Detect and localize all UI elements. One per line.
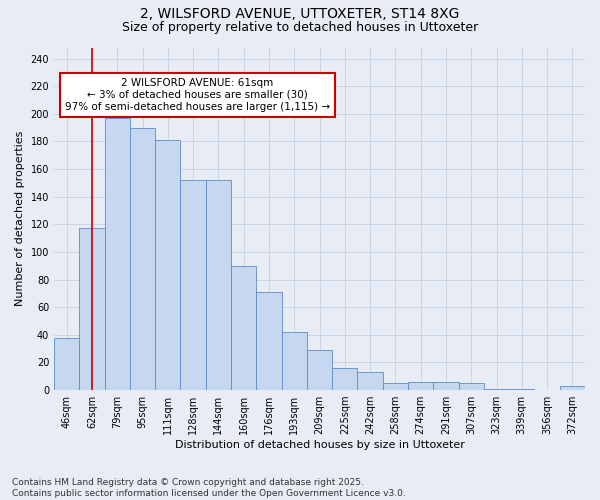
Y-axis label: Number of detached properties: Number of detached properties: [15, 131, 25, 306]
Bar: [358, 372, 383, 390]
Bar: [256, 292, 281, 390]
Text: Size of property relative to detached houses in Uttoxeter: Size of property relative to detached ho…: [122, 21, 478, 34]
Bar: [181, 180, 206, 390]
Bar: [560, 386, 585, 390]
Bar: [155, 140, 181, 390]
Bar: [484, 388, 509, 390]
Bar: [206, 180, 231, 390]
Bar: [383, 383, 408, 390]
Bar: [408, 382, 433, 390]
Bar: [104, 118, 130, 390]
Bar: [433, 382, 458, 390]
Bar: [54, 338, 79, 390]
X-axis label: Distribution of detached houses by size in Uttoxeter: Distribution of detached houses by size …: [175, 440, 464, 450]
Text: Contains HM Land Registry data © Crown copyright and database right 2025.
Contai: Contains HM Land Registry data © Crown c…: [12, 478, 406, 498]
Bar: [130, 128, 155, 390]
Bar: [79, 228, 104, 390]
Bar: [231, 266, 256, 390]
Bar: [307, 350, 332, 390]
Bar: [332, 368, 358, 390]
Text: 2, WILSFORD AVENUE, UTTOXETER, ST14 8XG: 2, WILSFORD AVENUE, UTTOXETER, ST14 8XG: [140, 8, 460, 22]
Text: 2 WILSFORD AVENUE: 61sqm
← 3% of detached houses are smaller (30)
97% of semi-de: 2 WILSFORD AVENUE: 61sqm ← 3% of detache…: [65, 78, 330, 112]
Bar: [281, 332, 307, 390]
Bar: [458, 383, 484, 390]
Bar: [509, 388, 535, 390]
